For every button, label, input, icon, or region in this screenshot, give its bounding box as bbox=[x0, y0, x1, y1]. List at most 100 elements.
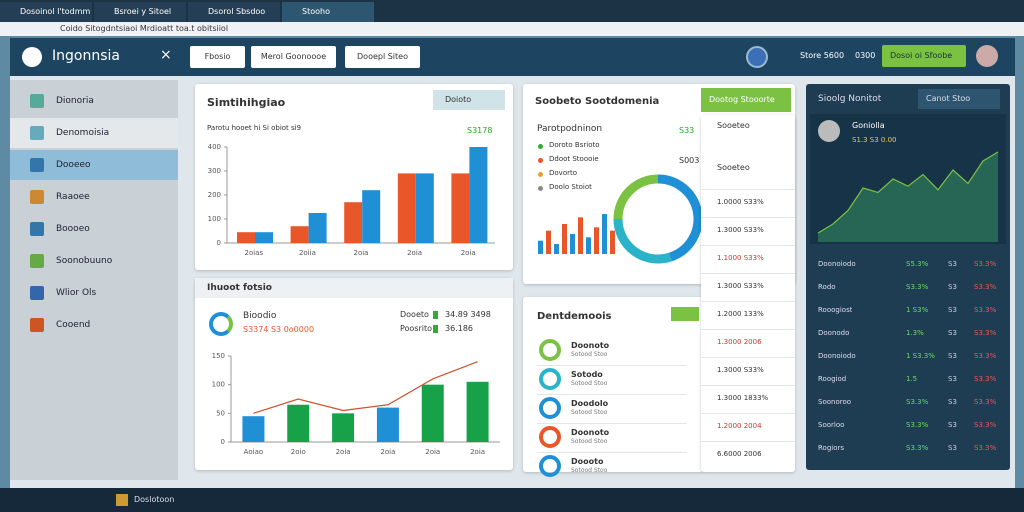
tab[interactable]: Stooho bbox=[282, 2, 374, 22]
bar bbox=[332, 413, 355, 442]
nav-icon bbox=[30, 126, 44, 140]
bar bbox=[242, 416, 265, 442]
table-cell: S3 bbox=[948, 352, 957, 360]
table-cell: S3 bbox=[948, 421, 957, 429]
bar bbox=[602, 214, 607, 254]
dropdown[interactable]: Doioto bbox=[433, 90, 505, 110]
table-cell: S3.3% bbox=[974, 283, 997, 291]
x-tick-label: 2oia bbox=[354, 249, 369, 257]
tab[interactable]: Dsorol Sbsdoo bbox=[188, 2, 280, 22]
x-tick-label: 2oia bbox=[461, 249, 476, 257]
dropdown[interactable]: Canot Stoo bbox=[918, 89, 1000, 109]
x-tick-label: 2oias bbox=[244, 249, 263, 257]
item-sub: Sotood Stoo bbox=[571, 438, 608, 445]
table-cell: S3.3% bbox=[974, 444, 997, 452]
item-icon bbox=[539, 397, 561, 419]
bar bbox=[237, 232, 255, 243]
column-row: 1.0000 S33% bbox=[701, 189, 795, 215]
table-cell: 1.3% bbox=[906, 329, 924, 337]
legend-label: Poosrito bbox=[400, 324, 433, 333]
panel-title: Sioolg Nonitot bbox=[818, 94, 882, 104]
header-button[interactable]: Fbosio bbox=[190, 46, 245, 68]
table-cell: 1 S3.3% bbox=[906, 352, 935, 360]
bar bbox=[308, 213, 327, 243]
x-tick-label: Aoiao bbox=[244, 448, 263, 456]
card-title: Goniolla bbox=[852, 121, 885, 130]
bullet bbox=[538, 172, 543, 177]
y-tick-label: 0 bbox=[217, 239, 221, 247]
table-cell: S3 bbox=[948, 306, 957, 314]
column-row: 1.3000 2006 bbox=[701, 329, 795, 355]
bullet bbox=[538, 144, 543, 149]
table-cell: S5.3% bbox=[906, 260, 929, 268]
action-button[interactable]: Dosoi oi Sfoobe bbox=[882, 45, 966, 67]
table-cell: Rooogiost bbox=[818, 306, 853, 314]
nav-icon bbox=[30, 318, 44, 332]
legend-swatch bbox=[433, 325, 438, 333]
bar bbox=[562, 224, 567, 254]
value: S33 bbox=[679, 126, 695, 135]
bar bbox=[376, 407, 399, 442]
table-cell: S3.3% bbox=[974, 306, 997, 314]
avatar[interactable] bbox=[746, 46, 768, 68]
nav-icon bbox=[30, 286, 44, 300]
area-chart bbox=[817, 151, 999, 242]
x-tick-label: 2oia bbox=[336, 448, 351, 456]
item: Ddoot Stoooie bbox=[549, 155, 599, 163]
user-avatar[interactable] bbox=[976, 45, 998, 67]
badge: S3178 bbox=[467, 126, 493, 135]
close[interactable]: × bbox=[160, 47, 172, 63]
button[interactable]: Dootog Stooorte bbox=[701, 88, 791, 112]
button[interactable] bbox=[671, 307, 699, 321]
bar bbox=[466, 381, 489, 442]
table-cell: Soorloo bbox=[818, 421, 845, 429]
header-button[interactable]: Merol Goonoooe bbox=[251, 46, 336, 68]
bar bbox=[451, 173, 470, 243]
table-cell: S3 bbox=[948, 375, 957, 383]
nav-item[interactable]: Soonobuuno bbox=[56, 256, 113, 266]
item: Doolo Stoiot bbox=[549, 183, 592, 191]
bar bbox=[546, 230, 551, 254]
column-row: 1.3000 S33% bbox=[701, 217, 795, 243]
x-tick-label: 2oiia bbox=[299, 249, 316, 257]
nav-item[interactable]: Raaoee bbox=[56, 192, 90, 202]
item-sub: Sotood Stoo bbox=[571, 380, 608, 387]
nav-item[interactable]: Boooeo bbox=[56, 224, 90, 234]
item-name: Doooto bbox=[571, 457, 604, 466]
sub: S3374 S3 0o0000 bbox=[243, 325, 315, 334]
y-tick-label: 100 bbox=[208, 215, 221, 223]
card-title: Ihuoot fotsio bbox=[207, 283, 272, 293]
sidebar: Dionoria Denomoisia Dooeeo Raaoee Boooeo Soon… bbox=[10, 80, 178, 480]
dark-panel: Sioolg Nonitot Canot Stoo Goniolla S1.3 … bbox=[806, 84, 1010, 470]
table-cell: 1.5 bbox=[906, 375, 918, 383]
bar bbox=[362, 190, 381, 243]
bar bbox=[469, 147, 488, 243]
tab[interactable]: Bsroei y Sitoel bbox=[94, 2, 186, 22]
app-name[interactable]: Doslotoon bbox=[134, 495, 175, 504]
card-title: Soobeto Sootdomenia bbox=[535, 96, 660, 107]
tab[interactable]: Dosoinol I'todmm bbox=[0, 2, 92, 22]
item-name: Doonoto bbox=[571, 428, 610, 437]
nav-icon bbox=[30, 254, 44, 268]
donut-segment bbox=[657, 174, 703, 262]
table-cell: S3.3% bbox=[974, 375, 997, 383]
nav-item[interactable]: Cooend bbox=[56, 320, 91, 330]
divider bbox=[537, 481, 687, 482]
card-header bbox=[195, 278, 513, 298]
nav-item[interactable]: Wlior Ols bbox=[56, 288, 97, 298]
app-icon[interactable] bbox=[116, 494, 128, 506]
table-cell: S3.3% bbox=[974, 398, 997, 406]
column-row: 1.2000 133% bbox=[701, 301, 795, 327]
list-column: Sooeteo Sooeteo 1.0000 S33% 1.3000 S33% 1.10… bbox=[701, 115, 795, 472]
bar bbox=[344, 202, 363, 243]
x-tick-label: 2oia bbox=[380, 448, 395, 456]
address-bar[interactable]: Coido Sitogdntsiaoi Mrdioatt toa.t obits… bbox=[0, 22, 1024, 36]
nav-item[interactable]: Dionoria bbox=[56, 96, 94, 106]
header-button[interactable]: Dooepl Siteo bbox=[345, 46, 420, 68]
bar bbox=[421, 384, 444, 442]
legend-label: Dooeto bbox=[400, 310, 429, 319]
y-tick-label: 0 bbox=[221, 438, 225, 446]
item-icon bbox=[539, 339, 561, 361]
logo: Ingonnsia bbox=[52, 48, 120, 64]
bar bbox=[554, 244, 559, 254]
